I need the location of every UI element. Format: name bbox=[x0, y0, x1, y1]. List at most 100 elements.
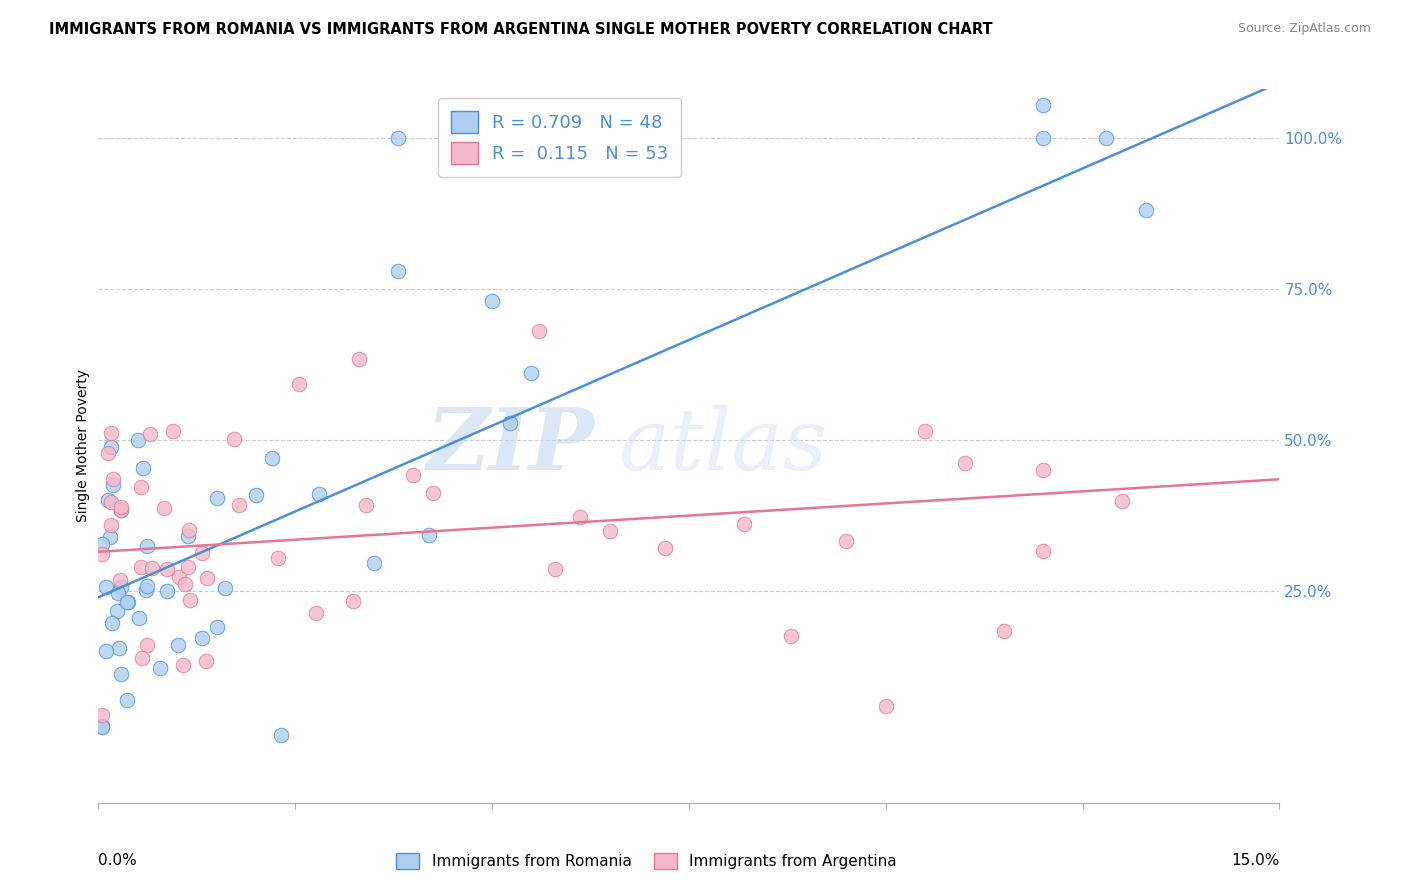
Point bbox=[135, 639, 157, 653]
Point bbox=[91, 708, 114, 723]
Point bbox=[127, 433, 149, 447]
Point bbox=[91, 547, 114, 561]
Point bbox=[91, 537, 114, 551]
Legend: R = 0.709   N = 48, R =  0.115   N = 53: R = 0.709 N = 48, R = 0.115 N = 53 bbox=[439, 98, 681, 177]
Point bbox=[422, 485, 444, 500]
Point bbox=[101, 472, 124, 486]
Point bbox=[107, 585, 129, 599]
Point bbox=[953, 456, 976, 470]
Point bbox=[914, 425, 936, 439]
Point bbox=[520, 366, 543, 380]
Point bbox=[100, 440, 122, 454]
Point bbox=[91, 719, 114, 733]
Point bbox=[141, 561, 163, 575]
Point bbox=[418, 528, 440, 542]
Point bbox=[875, 698, 897, 713]
Point bbox=[342, 594, 364, 608]
Point bbox=[1135, 203, 1157, 218]
Text: 15.0%: 15.0% bbox=[1232, 853, 1279, 868]
Point bbox=[569, 509, 592, 524]
Point bbox=[136, 579, 159, 593]
Point bbox=[91, 720, 114, 734]
Point bbox=[115, 693, 138, 707]
Point bbox=[733, 517, 755, 532]
Point bbox=[110, 503, 132, 517]
Point bbox=[105, 604, 128, 618]
Point bbox=[599, 524, 621, 538]
Point bbox=[499, 416, 522, 430]
Point bbox=[780, 629, 803, 643]
Point bbox=[481, 293, 503, 308]
Text: IMMIGRANTS FROM ROMANIA VS IMMIGRANTS FROM ARGENTINA SINGLE MOTHER POVERTY CORRE: IMMIGRANTS FROM ROMANIA VS IMMIGRANTS FR… bbox=[49, 22, 993, 37]
Point bbox=[156, 562, 179, 576]
Text: ZIP: ZIP bbox=[426, 404, 595, 488]
Point bbox=[177, 529, 200, 543]
Point bbox=[131, 651, 153, 665]
Point bbox=[529, 324, 551, 338]
Point bbox=[835, 534, 858, 549]
Point bbox=[97, 493, 120, 508]
Point bbox=[270, 728, 292, 742]
Point bbox=[129, 480, 152, 494]
Point bbox=[308, 487, 330, 501]
Point bbox=[172, 658, 194, 673]
Point bbox=[1032, 98, 1054, 112]
Point bbox=[214, 581, 236, 595]
Point bbox=[354, 498, 377, 512]
Point bbox=[191, 631, 214, 645]
Point bbox=[110, 500, 132, 515]
Point bbox=[387, 263, 409, 277]
Point bbox=[1032, 130, 1054, 145]
Point bbox=[1032, 544, 1054, 558]
Point bbox=[162, 424, 184, 438]
Point bbox=[224, 432, 246, 446]
Point bbox=[110, 580, 132, 594]
Point bbox=[191, 546, 214, 560]
Point bbox=[347, 351, 370, 366]
Point bbox=[1095, 130, 1118, 145]
Point bbox=[139, 427, 162, 442]
Point bbox=[205, 491, 228, 506]
Point bbox=[305, 607, 328, 621]
Point bbox=[100, 518, 122, 533]
Point bbox=[94, 643, 117, 657]
Point bbox=[101, 615, 124, 630]
Legend: Immigrants from Romania, Immigrants from Argentina: Immigrants from Romania, Immigrants from… bbox=[391, 847, 903, 875]
Point bbox=[98, 530, 121, 544]
Point bbox=[267, 551, 290, 566]
Point bbox=[131, 560, 153, 574]
Point bbox=[207, 619, 229, 633]
Point bbox=[387, 130, 409, 145]
Point bbox=[363, 556, 385, 570]
Point bbox=[177, 523, 200, 537]
Point bbox=[94, 581, 117, 595]
Point bbox=[115, 595, 138, 609]
Point bbox=[173, 577, 195, 591]
Point bbox=[132, 460, 155, 475]
Point bbox=[402, 467, 425, 482]
Point bbox=[100, 426, 122, 441]
Point bbox=[654, 541, 676, 556]
Point bbox=[194, 655, 217, 669]
Point bbox=[135, 582, 157, 597]
Point bbox=[1032, 463, 1054, 477]
Point bbox=[228, 498, 250, 512]
Point bbox=[993, 624, 1015, 638]
Point bbox=[156, 584, 179, 599]
Point bbox=[108, 574, 131, 588]
Point bbox=[179, 592, 201, 607]
Point bbox=[195, 571, 218, 585]
Point bbox=[167, 570, 190, 584]
Point bbox=[177, 560, 200, 574]
Point bbox=[544, 562, 567, 576]
Point bbox=[103, 478, 125, 492]
Point bbox=[149, 660, 172, 674]
Text: Source: ZipAtlas.com: Source: ZipAtlas.com bbox=[1237, 22, 1371, 36]
Point bbox=[260, 451, 283, 466]
Text: atlas: atlas bbox=[619, 405, 827, 487]
Point bbox=[152, 500, 174, 515]
Point bbox=[128, 611, 150, 625]
Point bbox=[107, 640, 129, 655]
Y-axis label: Single Mother Poverty: Single Mother Poverty bbox=[76, 369, 90, 523]
Text: 0.0%: 0.0% bbox=[98, 853, 138, 868]
